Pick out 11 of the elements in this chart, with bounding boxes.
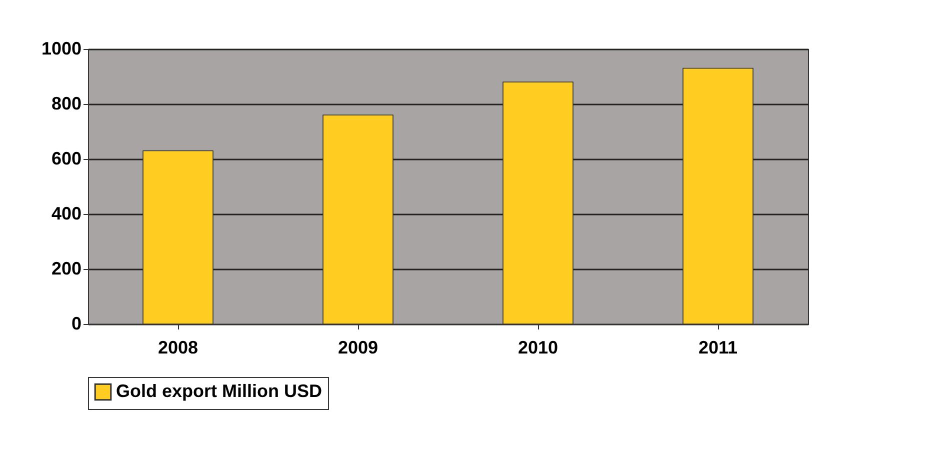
y-tick-label: 200 <box>51 258 82 278</box>
y-tick-label: 1000 <box>41 38 82 58</box>
x-tick-label: 2010 <box>518 338 558 358</box>
y-tick-label: 0 <box>71 314 82 334</box>
x-tick-label: 2009 <box>338 338 378 358</box>
legend-label: Gold export Million USD <box>116 381 322 401</box>
y-tick-label: 800 <box>51 94 82 114</box>
x-tick-label: 2011 <box>698 338 738 358</box>
y-tick-label: 600 <box>51 148 82 168</box>
y-tick-label: 400 <box>51 204 82 224</box>
x-tick-label: 2008 <box>158 338 198 358</box>
